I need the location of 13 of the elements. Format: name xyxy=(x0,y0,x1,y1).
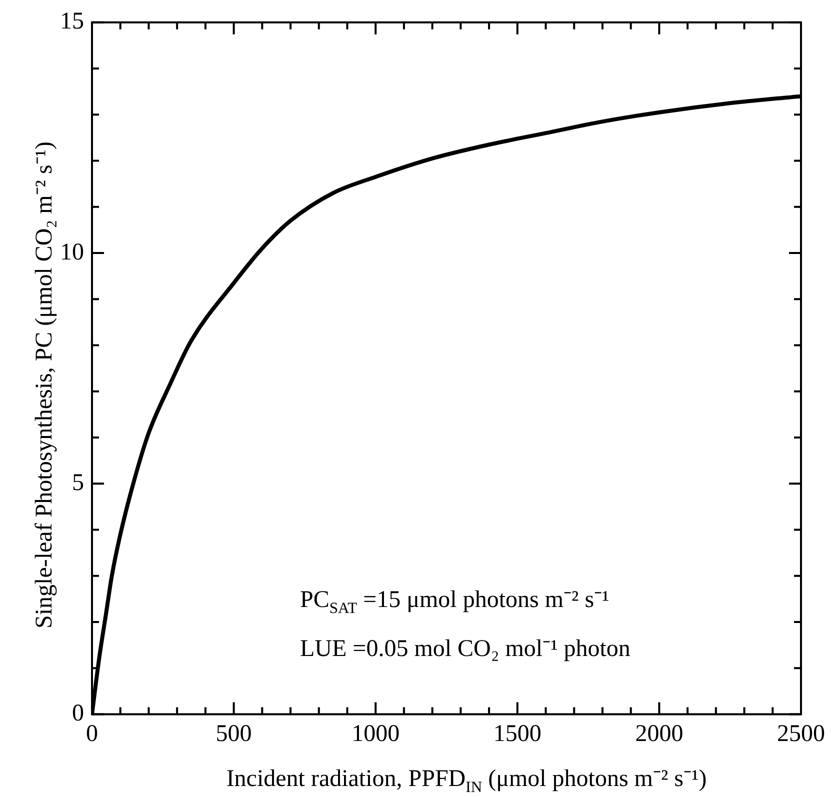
x-tick-label: 500 xyxy=(216,720,252,747)
y-tick-label: 5 xyxy=(72,470,84,496)
x-tick-label: 2500 xyxy=(777,720,825,747)
y-tick-label: 0 xyxy=(72,700,84,726)
x-tick-label: 1500 xyxy=(493,720,542,747)
x-axis-title: Incident radiation, PPFD$_{IN}$ (μmol photons m⁻² s⁻¹) xyxy=(225,765,708,797)
y-tick-label: 15 xyxy=(60,8,84,35)
x-tick-label: 2000 xyxy=(635,720,684,747)
annotation: PC$_{SAT}$ =15 μmol photons m⁻² s⁻¹ xyxy=(300,586,610,619)
y-axis-title: Single-leaf Photosynthesis, PC (μmol CO₂ m⁻² s⁻¹) xyxy=(30,142,58,628)
x-tick-label: 1000 xyxy=(352,720,400,747)
y-tick-label: 10 xyxy=(60,239,84,266)
annotation: LUE =0.05 mol CO₂ mol⁻¹ photon xyxy=(300,634,630,664)
